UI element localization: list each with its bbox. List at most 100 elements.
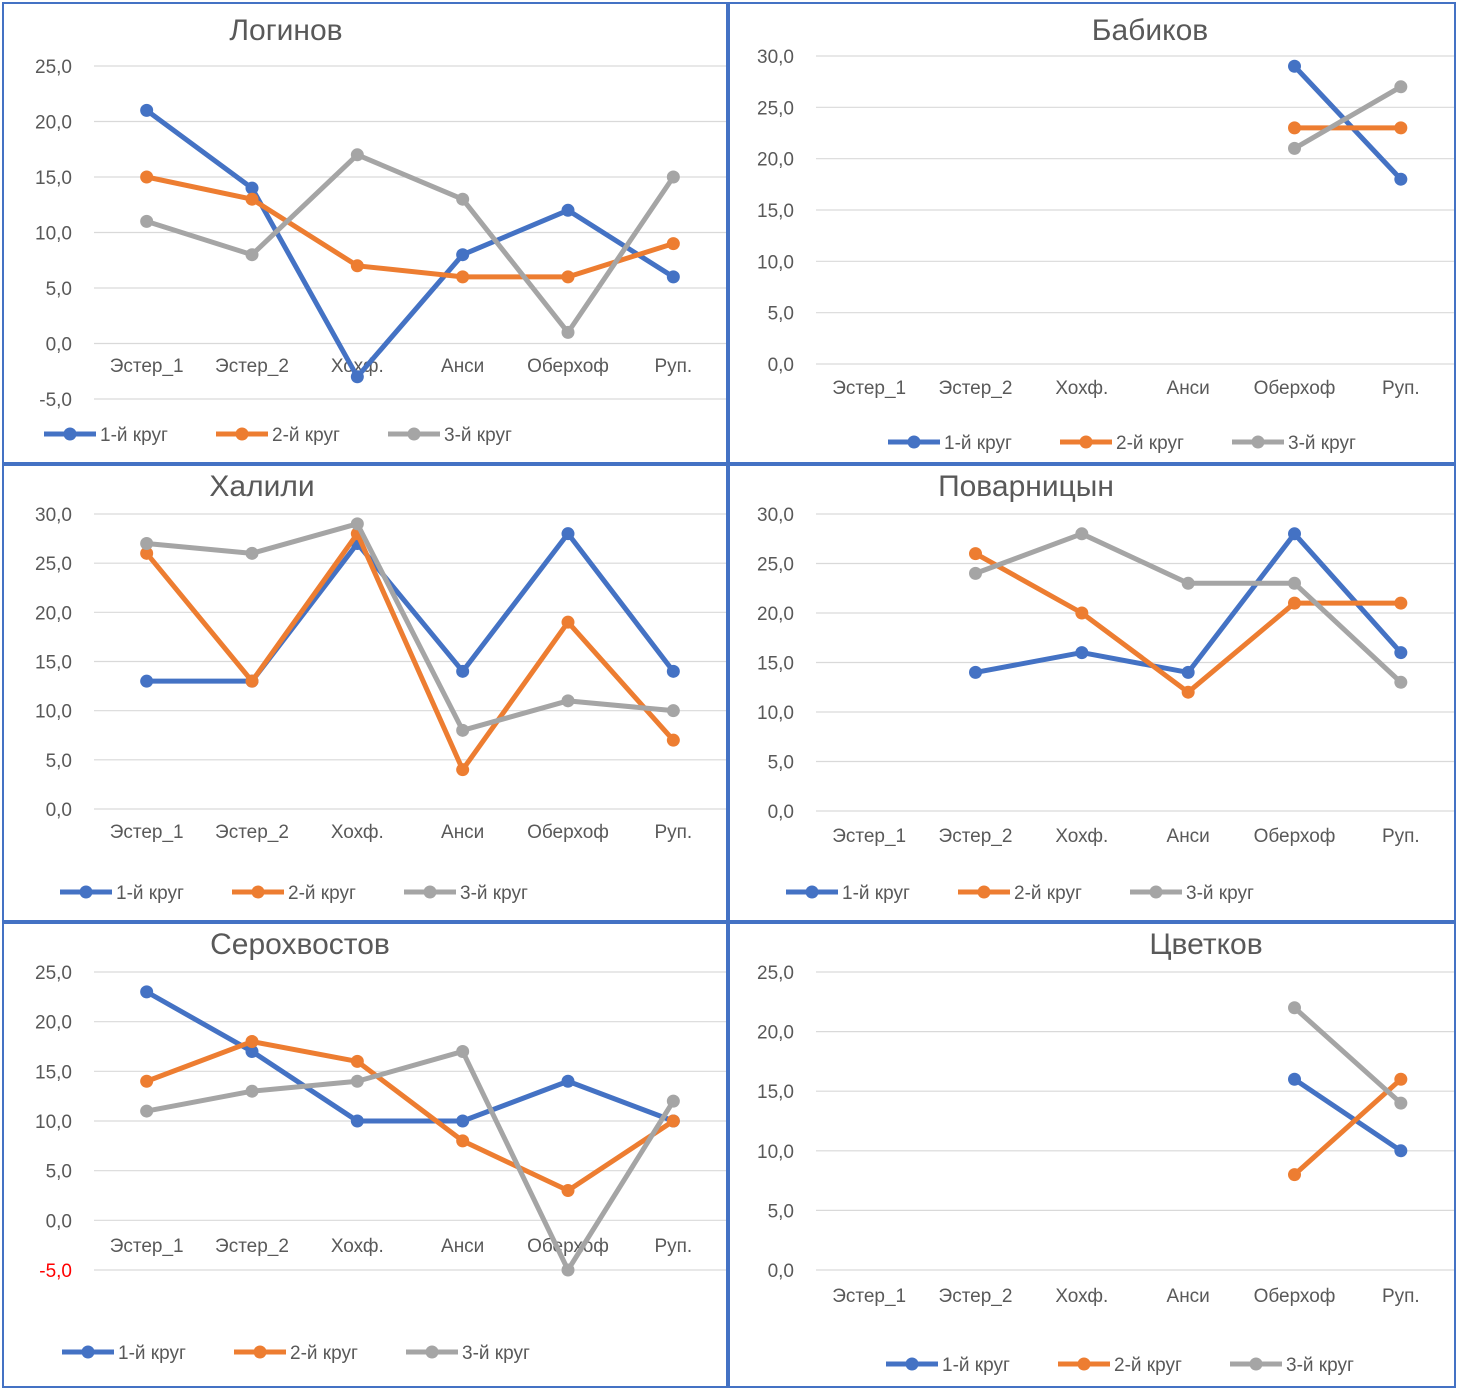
x-tick-label: Эстер_1	[832, 826, 906, 847]
line-chart: Логинов 25,0 20,0 15,0 10,0 5,0 0,0 -5,0 Эстер_1…	[35, 14, 726, 446]
y-tick-label: 5,0	[768, 753, 794, 774]
legend-marker	[423, 885, 437, 899]
data-point	[1288, 1001, 1301, 1015]
y-tick-label: 10,0	[757, 1142, 794, 1163]
data-point	[1394, 172, 1408, 186]
series-line	[144, 531, 676, 684]
series-line	[144, 521, 676, 733]
data-point	[666, 1114, 680, 1128]
data-point	[666, 733, 680, 747]
legend-marker	[1079, 435, 1093, 449]
data-point	[666, 704, 680, 718]
y-tick-label: 10,0	[35, 1112, 72, 1133]
y-tick-label: 0,0	[768, 1261, 794, 1282]
series-line	[1292, 1076, 1404, 1154]
data-point	[1288, 596, 1301, 610]
x-tick-label: Эстер_2	[939, 1286, 1013, 1307]
data-point	[350, 148, 364, 162]
legend-marker	[407, 427, 421, 441]
data-point	[666, 170, 680, 184]
y-tick-label: -5,0	[39, 1261, 72, 1282]
x-tick-label: Оберхоф	[527, 1236, 609, 1257]
data-point	[140, 674, 154, 688]
data-point	[561, 1263, 575, 1277]
legend-marker	[235, 427, 249, 441]
chart-panel: Цветков 25,0 20,0 15,0 10,0 5,0 0,0 Эстер_1 Эсте…	[728, 922, 1456, 1388]
x-tick-label: Анси	[441, 1236, 484, 1257]
legend-label: 2-й круг	[272, 425, 340, 446]
legend-label: 2-й круг	[1114, 1355, 1182, 1376]
chart-title: Цветков	[1149, 928, 1262, 961]
x-tick-label: Хохф.	[1055, 378, 1108, 399]
line-chart: Цветков 25,0 20,0 15,0 10,0 5,0 0,0 Эстер_1 Эсте…	[757, 928, 1454, 1376]
data-point	[561, 1184, 575, 1198]
series-line	[144, 1048, 676, 1273]
legend-label: 1-й круг	[942, 1355, 1010, 1376]
data-point	[456, 664, 470, 678]
y-tick-label: 25,0	[35, 57, 72, 78]
x-tick-label: Руп.	[1382, 378, 1420, 399]
legend-label: 3-й круг	[462, 1343, 530, 1364]
data-point	[456, 248, 470, 262]
x-tick-label: Хохф.	[1055, 826, 1108, 847]
y-tick-label: 0,0	[46, 335, 72, 356]
x-tick-label: Руп.	[654, 356, 692, 377]
legend-label: 1-й круг	[118, 1343, 186, 1364]
chart-title: Серохвостов	[210, 928, 390, 961]
x-tick-label: Эстер_2	[939, 378, 1013, 399]
data-point	[140, 103, 154, 117]
data-point	[666, 237, 680, 251]
series-line	[144, 174, 676, 280]
data-point	[140, 985, 154, 999]
data-point	[456, 192, 470, 206]
data-point	[245, 674, 259, 688]
data-point	[1394, 1072, 1408, 1086]
x-tick-label: Хохф.	[1055, 1286, 1108, 1307]
data-point	[561, 270, 575, 284]
data-point	[140, 170, 154, 184]
data-point	[969, 566, 982, 580]
data-point	[350, 370, 364, 384]
chart-title: Логинов	[229, 14, 342, 47]
data-point	[245, 546, 259, 560]
data-point	[561, 203, 575, 217]
y-tick-label: 25,0	[35, 554, 72, 575]
y-tick-label: 10,0	[757, 703, 794, 724]
data-point	[1288, 141, 1301, 155]
data-point	[1288, 59, 1301, 73]
x-tick-label: Эстер_1	[110, 1236, 184, 1257]
series-line	[1292, 1005, 1404, 1106]
legend-label: 1-й круг	[944, 433, 1012, 454]
data-point	[666, 664, 680, 678]
legend-label: 3-й круг	[1288, 433, 1356, 454]
data-point	[1288, 576, 1301, 590]
legend-marker	[1249, 1357, 1263, 1371]
y-tick-label: 15,0	[35, 653, 72, 674]
data-point	[1075, 646, 1089, 660]
y-tick-label: 20,0	[757, 150, 794, 171]
x-tick-label: Руп.	[1382, 1286, 1420, 1307]
data-point	[1181, 685, 1195, 699]
x-tick-label: Эстер_1	[832, 1286, 906, 1307]
x-tick-label: Руп.	[1382, 826, 1420, 847]
data-point	[1394, 646, 1408, 660]
x-tick-label: Эстер_2	[215, 1236, 289, 1257]
y-tick-label: 25,0	[757, 963, 794, 984]
y-tick-label: 25,0	[35, 963, 72, 984]
y-tick-label: 0,0	[46, 800, 72, 821]
x-tick-label: Руп.	[654, 822, 692, 843]
legend-marker	[1149, 885, 1163, 899]
data-point	[1288, 1168, 1301, 1182]
series-line	[1292, 84, 1404, 151]
legend-label: 3-й круг	[1286, 1355, 1354, 1376]
legend-marker	[63, 427, 77, 441]
legend-marker	[253, 1345, 267, 1359]
x-tick-label: Анси	[1167, 826, 1210, 847]
data-point	[245, 192, 259, 206]
x-tick-label: Анси	[1167, 1286, 1210, 1307]
data-point	[245, 1084, 259, 1098]
x-tick-label: Эстер_1	[832, 378, 906, 399]
data-point	[666, 270, 680, 284]
line-chart: Серохвостов 25,0 20,0 15,0 10,0 5,0 0,0 -5,0 Эст…	[35, 928, 726, 1364]
